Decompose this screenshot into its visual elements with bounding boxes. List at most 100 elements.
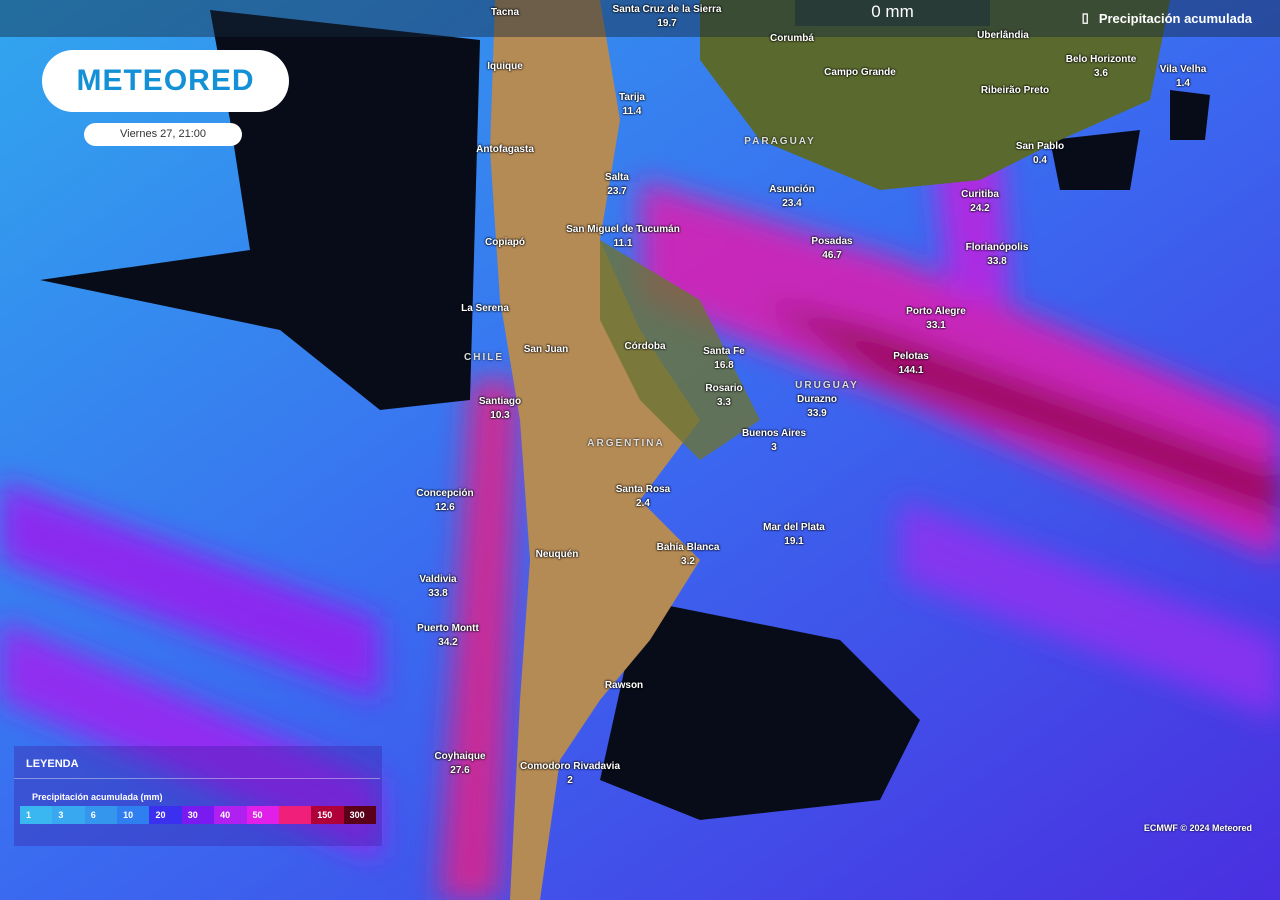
- meteored-logo[interactable]: METEORED: [42, 50, 289, 112]
- city-name: Valdivia: [419, 574, 457, 585]
- color-scale: 1 3 6 10 20 30 40 50 150 300: [20, 806, 376, 824]
- city-name: Neuquén: [535, 549, 579, 560]
- city-precip-value: 3.6: [1094, 68, 1108, 79]
- city-precip-value: 3.2: [681, 556, 695, 567]
- scale-stop: 150: [311, 806, 344, 824]
- city-label[interactable]: Puerto Montt 34.2: [417, 622, 479, 650]
- city-name: Porto Alegre: [906, 306, 966, 317]
- city-label[interactable]: Neuquén: [536, 548, 579, 562]
- scale-stop: 10: [117, 806, 150, 824]
- city-label[interactable]: Corumbá: [770, 32, 814, 46]
- city-label[interactable]: Iquique: [487, 60, 523, 74]
- city-name: Copiapó: [485, 237, 525, 248]
- city-precip-value: 0.4: [1033, 155, 1047, 166]
- city-label[interactable]: Durazno 33.9: [797, 393, 837, 421]
- city-label[interactable]: Copiapó: [485, 236, 525, 250]
- city-label[interactable]: Tarija 11.4: [619, 91, 645, 119]
- city-label[interactable]: Antofagasta: [476, 143, 534, 157]
- scale-stop: 1: [20, 806, 53, 824]
- city-name: Durazno: [797, 394, 837, 405]
- city-precip-value: 34.2: [438, 637, 458, 648]
- city-label[interactable]: Buenos Aires 3: [742, 427, 806, 455]
- city-name: Concepción: [416, 488, 474, 499]
- country-label: PARAGUAY: [744, 136, 816, 147]
- value-readout: 0 mm: [795, 0, 990, 26]
- city-name: Tacna: [490, 7, 520, 18]
- rain-gauge-icon: ▯: [1081, 10, 1089, 25]
- city-label[interactable]: Curitiba 24.2: [961, 188, 999, 216]
- city-label[interactable]: Rawson: [605, 679, 643, 693]
- city-label[interactable]: Pelotas 144.1: [893, 350, 929, 378]
- city-label[interactable]: Ribeirão Preto: [981, 84, 1049, 98]
- city-label[interactable]: Bahía Blanca 3.2: [657, 541, 720, 569]
- city-precip-value: 16.8: [714, 360, 734, 371]
- layer-label: Precipitación acumulada: [1098, 10, 1252, 26]
- scale-stop: 40: [214, 806, 247, 824]
- city-label[interactable]: Salta 23.7: [605, 171, 629, 199]
- city-name: Belo Horizonte: [1065, 54, 1137, 65]
- city-name: Rawson: [604, 680, 644, 691]
- city-name: Córdoba: [624, 341, 666, 352]
- city-name: Curitiba: [961, 189, 999, 200]
- city-label[interactable]: La Serena: [461, 302, 509, 316]
- forecast-date[interactable]: Viernes 27, 21:00: [84, 123, 242, 146]
- city-label[interactable]: Comodoro Rivadavia 2: [520, 760, 620, 788]
- city-precip-value: 2.4: [636, 498, 650, 509]
- scale-stop: 50: [246, 806, 279, 824]
- city-label[interactable]: San Juan: [524, 343, 568, 357]
- city-label[interactable]: Valdivia 33.8: [419, 573, 456, 601]
- city-name: Ribeirão Preto: [980, 85, 1050, 96]
- city-label[interactable]: Belo Horizonte 3.6: [1066, 53, 1137, 81]
- city-label[interactable]: Mar del Plata 19.1: [763, 521, 825, 549]
- city-precip-value: 144.1: [898, 365, 924, 376]
- city-precip-value: 12.6: [435, 502, 455, 513]
- city-name: Salta: [605, 172, 629, 183]
- city-precip-value: 33.1: [926, 320, 946, 331]
- city-label[interactable]: Santiago 10.3: [479, 395, 521, 423]
- city-name: Campo Grande: [824, 67, 896, 78]
- city-label[interactable]: San Miguel de Tucumán 11.1: [566, 223, 680, 251]
- city-name: Uberlândia: [977, 30, 1029, 41]
- city-name: Iquique: [487, 61, 523, 72]
- city-name: San Juan: [523, 344, 569, 355]
- city-precip-value: 33.9: [807, 408, 827, 419]
- city-precip-value: 3.3: [717, 397, 731, 408]
- city-label[interactable]: Asunción 23.4: [769, 183, 815, 211]
- city-label[interactable]: Santa Fe 16.8: [703, 345, 745, 373]
- layer-selector[interactable]: ▯ Precipitación acumulada: [1082, 10, 1252, 26]
- city-name: Vila Velha: [1159, 64, 1207, 75]
- city-name: Rosario: [705, 383, 743, 394]
- divider: [14, 778, 380, 779]
- city-precip-value: 23.4: [782, 198, 802, 209]
- city-label[interactable]: Tacna: [491, 6, 519, 20]
- city-label[interactable]: Concepción 12.6: [416, 487, 473, 515]
- legend-title: LEYENDA: [26, 758, 79, 770]
- city-precip-value: 23.7: [607, 186, 627, 197]
- top-bar: [0, 0, 1280, 37]
- city-name: Pelotas: [893, 351, 929, 362]
- city-precip-value: 19.1: [784, 536, 804, 547]
- city-precip-value: 3: [771, 442, 777, 453]
- city-label[interactable]: Coyhaique 27.6: [434, 750, 485, 778]
- legend-subtitle: Precipitación acumulada (mm): [32, 792, 163, 802]
- city-label[interactable]: Uberlândia: [977, 29, 1029, 43]
- city-label[interactable]: San Pablo 0.4: [1016, 140, 1064, 168]
- city-label[interactable]: Santa Rosa 2.4: [616, 483, 670, 511]
- city-name: Florianópolis: [965, 242, 1029, 253]
- city-label[interactable]: Campo Grande: [824, 66, 896, 80]
- city-precip-value: 24.2: [970, 203, 990, 214]
- city-label[interactable]: Córdoba: [624, 340, 665, 354]
- city-label[interactable]: Rosario 3.3: [705, 382, 742, 410]
- scale-stop: [278, 806, 312, 824]
- city-label[interactable]: Vila Velha 1.4: [1160, 63, 1207, 91]
- city-name: Antofagasta: [476, 144, 534, 155]
- city-label[interactable]: Santa Cruz de la Sierra 19.7: [613, 3, 722, 31]
- city-name: Posadas: [811, 236, 853, 247]
- city-name: Tarija: [619, 92, 645, 103]
- city-label[interactable]: Porto Alegre 33.1: [906, 305, 966, 333]
- city-label[interactable]: Posadas 46.7: [811, 235, 852, 263]
- city-label[interactable]: Florianópolis 33.8: [966, 241, 1029, 269]
- city-name: Bahía Blanca: [656, 542, 720, 553]
- city-name: Santa Fe: [703, 346, 745, 357]
